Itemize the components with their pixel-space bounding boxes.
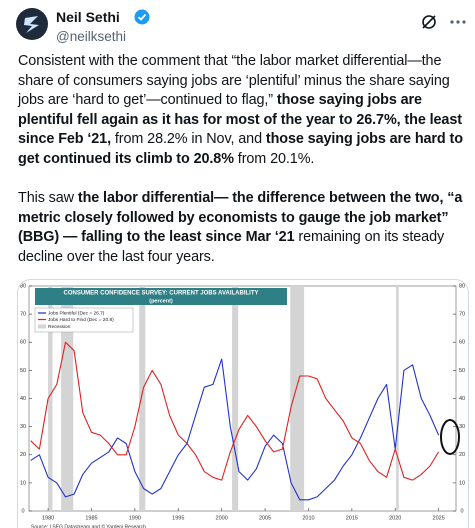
title-box: [35, 288, 287, 305]
y2-tick-label: 20: [459, 452, 465, 458]
legend-swatch: [38, 324, 46, 329]
bold-text: those saying jobs are plentiful fell aga…: [18, 92, 462, 148]
x-tick-label: 1995: [172, 515, 184, 521]
y-tick-label: 50: [20, 368, 26, 374]
y-tick-label: 60: [20, 340, 26, 346]
x-tick-label: 2025: [433, 515, 445, 521]
y-tick-label: 70: [20, 312, 26, 318]
bold-text: the labor differential— the difference b…: [18, 190, 463, 246]
y-tick-label: 20: [20, 452, 26, 458]
y2-tick-label: 80: [459, 283, 465, 289]
avatar[interactable]: [16, 8, 48, 40]
recession-band: [139, 286, 146, 511]
x-tick-label: 1985: [85, 515, 97, 521]
y2-tick-label: 60: [459, 340, 465, 346]
x-tick-label: 2015: [346, 515, 358, 521]
grok-button[interactable]: [422, 15, 436, 29]
recession-band: [61, 286, 74, 511]
bold-text: those saying jobs are hard to get contin…: [18, 131, 463, 167]
y-tick-label: 30: [20, 424, 26, 430]
verified-badge: [134, 9, 150, 25]
paragraph: Consistent with the comment that “the la…: [18, 52, 470, 170]
recession-band: [232, 286, 239, 511]
y-tick-label: 80: [20, 283, 26, 289]
recession-band: [290, 286, 305, 511]
y-tick-label: 0: [21, 508, 24, 514]
annotation-circle: [440, 419, 460, 455]
post-image[interactable]: 0 0 10 10 20 20 30 30 40 40 50 50 60 60 70 70 80 80 1980 19…: [17, 279, 469, 528]
x-tick-label: 1990: [129, 515, 141, 521]
header-icons: [422, 15, 466, 29]
series-line: [30, 341, 440, 481]
y2-tick-label: 30: [459, 424, 465, 430]
legend-label: Recession: [48, 324, 71, 330]
y2-tick-label: 0: [460, 508, 463, 514]
y2-tick-label: 40: [459, 396, 465, 402]
more-button[interactable]: [450, 20, 466, 24]
chart-title: CONSUMER CONFIDENCE SURVEY: CURRENT JOBS…: [63, 291, 258, 297]
paragraph: This saw the labor differential— the dif…: [18, 189, 470, 267]
text-run: from 28.2% in Nov, and: [110, 131, 266, 148]
y2-tick-label: 10: [459, 480, 465, 486]
y-tick-label: 10: [20, 480, 26, 486]
x-tick-label: 2000: [216, 515, 228, 521]
legend-label: Jobs Hard to Find (Dec = 20.8): [48, 317, 114, 323]
author-handle[interactable]: @neilksethi: [56, 29, 126, 44]
legend-box: [34, 307, 134, 333]
y-tick-label: 40: [20, 396, 26, 402]
x-tick-label: 2010: [302, 515, 314, 521]
y2-tick-label: 50: [459, 368, 465, 374]
x-tick-label: 1980: [42, 515, 54, 521]
text-run: Consistent with the comment that “the la…: [18, 53, 450, 109]
x-tick-label: 2020: [389, 515, 401, 521]
author-name[interactable]: Neil Sethi: [56, 9, 120, 25]
text-run: remaining on its steady decline over the…: [18, 229, 445, 265]
chart-source: Source: LSEG Datastream and © Yardeni Re…: [31, 523, 146, 528]
post-text: Consistent with the comment that “the la…: [18, 52, 470, 287]
y2-tick-label: 70: [459, 312, 465, 318]
text-run: from 20.1%.: [233, 150, 315, 167]
legend-label: Jobs Plentiful (Dec = 26.7): [48, 310, 105, 316]
recession-band: [48, 286, 53, 511]
chart-subtitle: (percent): [149, 298, 173, 304]
series-line: [30, 358, 440, 501]
recession-band: [396, 286, 399, 511]
avatar-logo: [24, 16, 39, 33]
x-tick-label: 2005: [259, 515, 271, 521]
text-run: This saw: [18, 190, 78, 207]
